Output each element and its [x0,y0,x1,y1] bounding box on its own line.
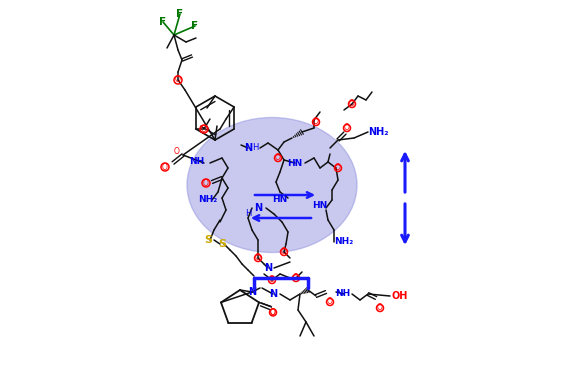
Text: O: O [270,308,276,317]
Text: H: H [252,144,258,152]
Text: O: O [175,76,181,84]
Text: N: N [269,289,277,299]
Text: F: F [160,17,166,27]
Text: O: O [203,179,209,187]
Text: HN: HN [272,195,288,204]
Text: O: O [313,117,319,127]
Text: N: N [254,203,262,213]
Text: NH₂: NH₂ [334,238,353,247]
Text: S: S [204,235,212,245]
Text: O: O [255,253,261,263]
Text: O: O [349,100,355,109]
Text: S: S [218,239,226,249]
Text: O: O [270,308,276,317]
Text: O: O [174,147,180,155]
Text: NH: NH [335,290,351,299]
Text: NH: NH [189,157,205,166]
Text: O: O [377,304,383,312]
Text: NH₂: NH₂ [198,195,218,204]
Text: O: O [201,125,207,133]
Text: F: F [192,21,198,31]
Text: HN: HN [287,158,303,168]
Text: NH₂: NH₂ [368,127,389,137]
Text: H: H [245,209,251,218]
Text: OH: OH [392,291,408,301]
Text: N: N [264,263,272,273]
Text: F: F [177,9,184,19]
Text: O: O [275,154,281,163]
Ellipse shape [187,117,357,252]
Text: O: O [344,124,350,133]
Text: O: O [335,163,341,173]
Text: O: O [327,298,333,307]
Text: N: N [244,143,252,153]
Text: O: O [269,276,275,285]
Text: HN: HN [312,201,328,209]
Text: O: O [293,274,299,282]
Text: O: O [281,247,287,256]
Text: O: O [162,163,168,171]
Text: N: N [248,287,256,297]
